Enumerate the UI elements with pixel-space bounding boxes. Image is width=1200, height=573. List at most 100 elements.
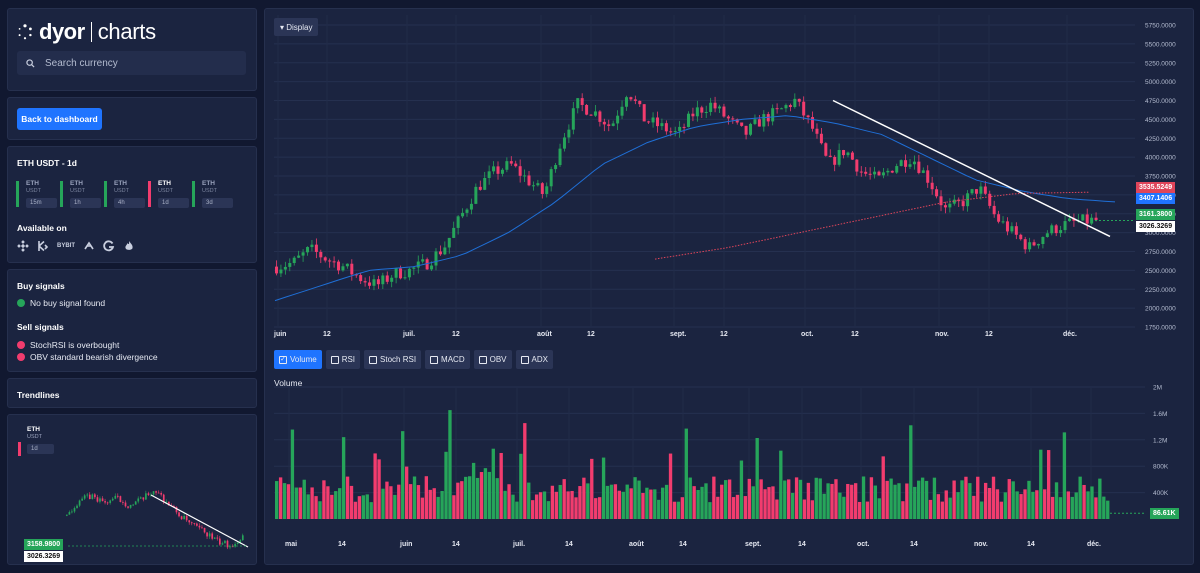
price-tag-red: 3535.5249 xyxy=(1136,182,1176,193)
candle-body xyxy=(784,105,788,109)
timeframe-3d[interactable]: ETH USDT 3d xyxy=(192,179,234,209)
logo[interactable]: dyor charts xyxy=(17,19,156,45)
candles xyxy=(275,93,1098,291)
flame-icon[interactable] xyxy=(123,240,135,252)
candle-body xyxy=(487,171,491,178)
candle-body xyxy=(337,261,341,271)
kucoin-icon[interactable] xyxy=(37,240,49,252)
indicator-obv-toggle[interactable]: OBV xyxy=(473,350,512,369)
timeframe-15m[interactable]: ETH USDT 15m xyxy=(16,179,58,209)
indicator-label: RSI xyxy=(341,355,356,364)
volume-bar xyxy=(688,477,692,519)
trendline[interactable] xyxy=(832,99,1111,238)
mini-candle-body xyxy=(183,515,185,520)
candle-body xyxy=(935,189,939,197)
mini-candle-body xyxy=(76,505,78,509)
candle-body xyxy=(292,257,296,264)
volume-bar xyxy=(637,480,641,519)
timeframe-1h[interactable]: ETH USDT 1h xyxy=(60,179,102,209)
candle-body xyxy=(620,106,624,116)
mini-candle-body xyxy=(219,538,221,545)
volume-bar xyxy=(381,488,385,519)
mini-candle-body xyxy=(73,508,76,512)
vol-time-axis-label: 14 xyxy=(452,541,460,548)
volume-bar xyxy=(1066,491,1071,519)
volume-bar xyxy=(861,476,866,519)
search-icon xyxy=(26,58,35,68)
volume-bar xyxy=(901,501,905,519)
buy-signal-text: No buy signal found xyxy=(30,298,106,308)
candle-body xyxy=(881,172,885,176)
indicator-volume-toggle[interactable]: ✓ Volume xyxy=(274,350,322,369)
trendline-preview-card[interactable]: ETH USDT 1d 3158.9800 3026.3269 xyxy=(7,414,257,565)
volume-bar xyxy=(349,485,354,519)
vol-time-axis-label: déc. xyxy=(1087,541,1101,548)
price-axis-label: 2500.0000 xyxy=(1145,268,1176,275)
sushi-icon[interactable] xyxy=(83,240,95,252)
volume-bar xyxy=(1094,497,1098,519)
volume-bar xyxy=(554,491,558,519)
volume-bar xyxy=(452,495,456,519)
volume-bar xyxy=(590,458,594,519)
mini-candle-body xyxy=(124,502,127,507)
candle-body xyxy=(921,170,925,173)
volume-bar xyxy=(629,488,633,519)
display-button[interactable]: ▾ Display xyxy=(274,18,319,36)
mini-candle-body xyxy=(129,504,132,508)
candle-body xyxy=(997,214,1001,222)
candle-body xyxy=(385,275,389,282)
price-axis-label: 1750.0000 xyxy=(1145,325,1176,332)
candle-body xyxy=(562,137,566,149)
candle-body xyxy=(974,189,978,194)
mini-candle-body xyxy=(196,523,198,526)
candle-body xyxy=(554,165,558,170)
vol-time-axis-label: juil. xyxy=(512,541,525,548)
timeframe-value: 3d xyxy=(202,198,233,208)
volume-bar xyxy=(893,484,897,519)
volume-bar xyxy=(818,478,822,519)
candle-body xyxy=(571,108,575,130)
volume-bar xyxy=(940,501,944,519)
mini-candle-body xyxy=(168,501,170,506)
volume-bar xyxy=(605,485,610,519)
price-axis-label: 4000.0000 xyxy=(1145,155,1176,162)
bybit-icon[interactable]: BYBIT xyxy=(57,242,75,249)
mini-candle-body xyxy=(139,497,142,499)
search-box[interactable] xyxy=(17,51,246,75)
search-input[interactable] xyxy=(45,57,235,69)
candle-body xyxy=(345,263,349,267)
gate-icon[interactable] xyxy=(103,239,115,252)
pair-title: ETH USDT - 1d xyxy=(17,158,77,168)
indicator-stoch-rsi-toggle[interactable]: Stoch RSI xyxy=(364,350,422,369)
checkbox-icon: ✓ xyxy=(279,355,287,364)
price-chart[interactable]: 5750.0000 5500.0000 5250.0000 5000.0000 4750… xyxy=(265,9,1194,565)
candle-body xyxy=(837,150,841,165)
volume-bar xyxy=(326,486,330,519)
indicator-macd-toggle[interactable]: MACD xyxy=(425,350,470,369)
mini-candle-body xyxy=(216,537,219,539)
timeframe-1d[interactable]: ETH USDT 1d xyxy=(148,179,190,209)
volume-bar xyxy=(491,448,495,519)
indicator-label: OBV xyxy=(489,355,507,364)
candle-body xyxy=(660,123,664,127)
candle-body xyxy=(895,166,899,173)
candle-body xyxy=(952,199,956,204)
mini-candles xyxy=(66,490,244,550)
back-to-dashboard-button[interactable]: Back to dashboard xyxy=(17,108,102,130)
candle-body xyxy=(1005,221,1009,232)
volume-bar xyxy=(318,501,322,519)
indicator-adx-toggle[interactable]: ADX xyxy=(515,350,553,369)
price-axis-label: 4500.0000 xyxy=(1145,117,1176,124)
mini-candle-body xyxy=(185,515,188,521)
candle-body xyxy=(833,156,837,165)
volume-bar xyxy=(759,479,763,519)
candle-body xyxy=(1090,217,1094,224)
volume-bar xyxy=(909,425,913,519)
volume-bar xyxy=(1039,449,1043,519)
volume-bar xyxy=(558,484,562,519)
binance-icon[interactable] xyxy=(17,239,29,252)
candle-body xyxy=(775,108,779,110)
timeframe-4h[interactable]: ETH USDT 4h xyxy=(104,179,146,209)
volume-bar xyxy=(716,496,720,519)
indicator-rsi-toggle[interactable]: RSI xyxy=(325,350,361,369)
